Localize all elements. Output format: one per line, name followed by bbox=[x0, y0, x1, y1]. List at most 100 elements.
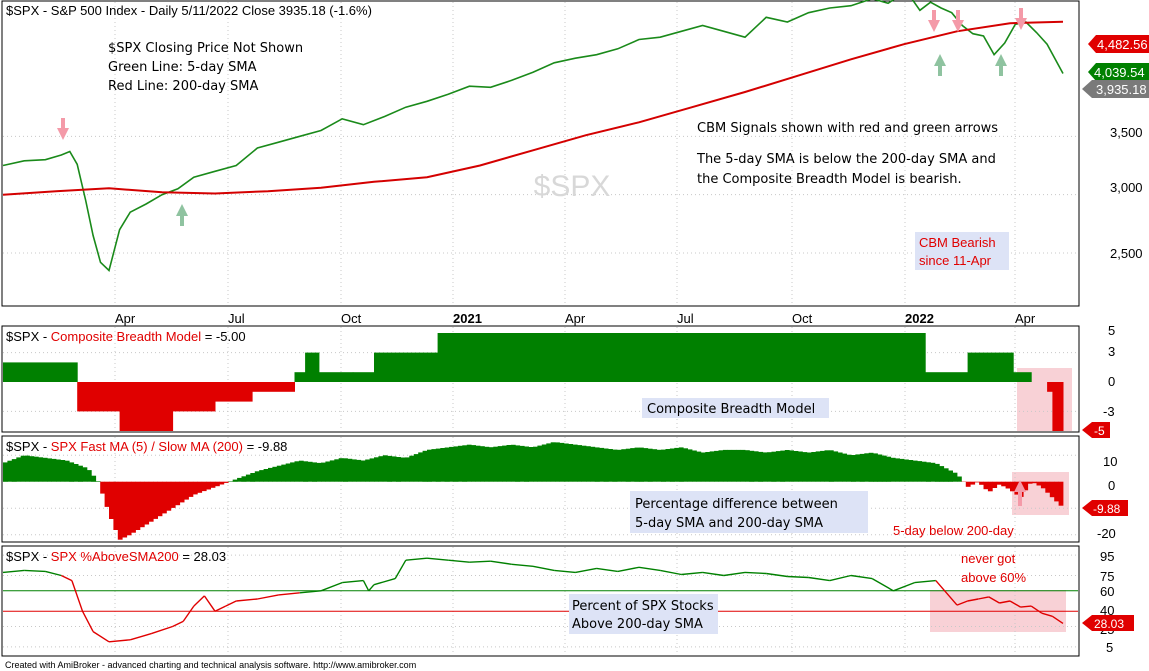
ma-diff-bar bbox=[334, 459, 340, 482]
ma-diff-bar bbox=[740, 449, 746, 482]
note-left-1: $SPX Closing Price Not Shown bbox=[108, 41, 303, 56]
panel1-header: $SPX - S&P 500 Index - Daily 5/11/2022 C… bbox=[6, 3, 372, 18]
ma-diff-bar bbox=[290, 462, 295, 482]
ma-diff-bar bbox=[806, 452, 812, 482]
ma-diff-bar bbox=[652, 449, 658, 482]
ma-diff-bar bbox=[33, 456, 39, 482]
ma-diff-bar bbox=[493, 446, 499, 482]
ma-diff-bar bbox=[391, 456, 397, 482]
ma-diff-bar bbox=[793, 451, 799, 482]
pct-line-segment bbox=[988, 596, 1000, 604]
ma-diff-bar bbox=[510, 444, 516, 482]
ma-diff-bar bbox=[899, 458, 905, 482]
ma-diff-bar bbox=[996, 481, 1002, 485]
ma-diff-bar bbox=[731, 449, 737, 482]
ma-diff-bar bbox=[245, 474, 251, 482]
ma-diff-bar bbox=[7, 460, 13, 482]
ma-diff-bar bbox=[356, 459, 362, 482]
ma-diff-bar bbox=[1032, 481, 1037, 484]
ma-diff-bar bbox=[555, 442, 560, 482]
ma-diff-bar bbox=[727, 449, 733, 482]
ma-diff-bar bbox=[722, 449, 728, 482]
p2-ytick: 0 bbox=[1108, 374, 1115, 389]
cbm-bar bbox=[533, 333, 905, 382]
cbm-bearish-label-2: since 11-Apr bbox=[919, 253, 992, 268]
pct-line-segment bbox=[2, 569, 25, 574]
ma-diff-bar bbox=[162, 481, 167, 514]
ma-diff-bar bbox=[1049, 481, 1055, 498]
ma-diff-bar bbox=[69, 462, 75, 482]
panel3-note: 5-day below 200-day bbox=[893, 523, 1014, 538]
pct-line-segment bbox=[808, 576, 830, 582]
ma-diff-bar bbox=[1036, 481, 1042, 486]
ma-diff-bar bbox=[815, 451, 821, 482]
ma-diff-bar bbox=[86, 470, 92, 482]
ma-diff-bar bbox=[78, 465, 83, 482]
cbm-bar bbox=[925, 372, 969, 382]
buy-arrow bbox=[176, 204, 188, 226]
ma-diff-bar bbox=[281, 464, 287, 482]
pct-line-segment bbox=[850, 574, 873, 580]
x-label-year: 2021 bbox=[453, 311, 482, 326]
ma-diff-bar bbox=[400, 457, 406, 482]
ma-diff-bar bbox=[758, 451, 764, 482]
pct-line-segment bbox=[24, 569, 46, 573]
ma-diff-bar bbox=[104, 481, 110, 507]
pct-line-segment bbox=[978, 596, 989, 600]
ma-diff-bar bbox=[135, 481, 141, 530]
ma-diff-bar bbox=[590, 446, 596, 482]
pct-line-segment bbox=[575, 567, 597, 574]
ma-diff-area bbox=[3, 442, 1064, 540]
x-axis-labels: Apr Jul Oct 2021 Apr Jul Oct 2022 Apr bbox=[115, 311, 1036, 326]
ma-diff-bar bbox=[983, 481, 989, 490]
ma-diff-bar bbox=[934, 463, 940, 482]
cbm-bar bbox=[305, 352, 320, 382]
ma-diff-bar bbox=[859, 453, 865, 482]
panel2-header-series: Composite Breadth Model bbox=[51, 329, 201, 344]
ma-diff-bar bbox=[868, 452, 874, 482]
ma-diff-bar bbox=[466, 444, 472, 482]
ma-diff-bar bbox=[965, 481, 971, 487]
ma-diff-bar bbox=[113, 481, 119, 530]
panel3-tag: -9.88 bbox=[1082, 500, 1128, 516]
ma-diff-bar bbox=[263, 469, 269, 482]
ma-diff-bar bbox=[382, 455, 388, 482]
ma-diff-bar bbox=[855, 454, 861, 482]
pct-line-segment bbox=[660, 569, 682, 576]
ma-diff-bar bbox=[179, 481, 185, 503]
ma-diff-bar bbox=[639, 447, 644, 482]
panel2-header-value: = -5.00 bbox=[201, 329, 245, 344]
pct-line-segment bbox=[320, 581, 343, 592]
ma-diff-bar bbox=[762, 452, 768, 482]
panel3-header-series: SPX Fast MA (5) / Slow MA (200) bbox=[51, 439, 243, 454]
p3-ytick: 0 bbox=[1108, 478, 1115, 493]
x-label: Apr bbox=[565, 311, 586, 326]
ma-diff-bar bbox=[95, 481, 101, 482]
ma-diff-bar bbox=[921, 461, 927, 482]
cbm-bar bbox=[252, 382, 295, 392]
pct-line-segment bbox=[108, 639, 131, 643]
ma-diff-bar bbox=[979, 481, 984, 485]
ma-diff-bar bbox=[259, 470, 264, 482]
ma-diff-bar bbox=[484, 446, 490, 482]
ma-diff-bar bbox=[563, 443, 569, 482]
ma-diff-bar bbox=[347, 458, 353, 482]
ma-diff-bar bbox=[228, 481, 234, 482]
pct-line-segment bbox=[362, 580, 370, 592]
pct-line-segment bbox=[893, 581, 915, 592]
pct-line-segment bbox=[1052, 615, 1064, 624]
ma-diff-bar bbox=[912, 460, 918, 482]
panel3-tag-text: -9.88 bbox=[1093, 502, 1121, 516]
cbm-bearish-label-1: CBM Bearish bbox=[919, 235, 996, 250]
ma-diff-bar bbox=[692, 450, 697, 482]
ma-diff-bar bbox=[577, 445, 582, 482]
ma-diff-bar bbox=[166, 481, 172, 511]
ma-diff-bar bbox=[700, 452, 706, 482]
pct-line-segment bbox=[532, 565, 555, 572]
ma-diff-bar bbox=[665, 449, 671, 482]
ma-diff-bar bbox=[254, 471, 260, 482]
ma-diff-bar bbox=[418, 452, 423, 482]
ma-diff-bar bbox=[329, 460, 335, 482]
ma-diff-bar bbox=[210, 481, 216, 488]
ma-diff-bar bbox=[864, 453, 870, 482]
